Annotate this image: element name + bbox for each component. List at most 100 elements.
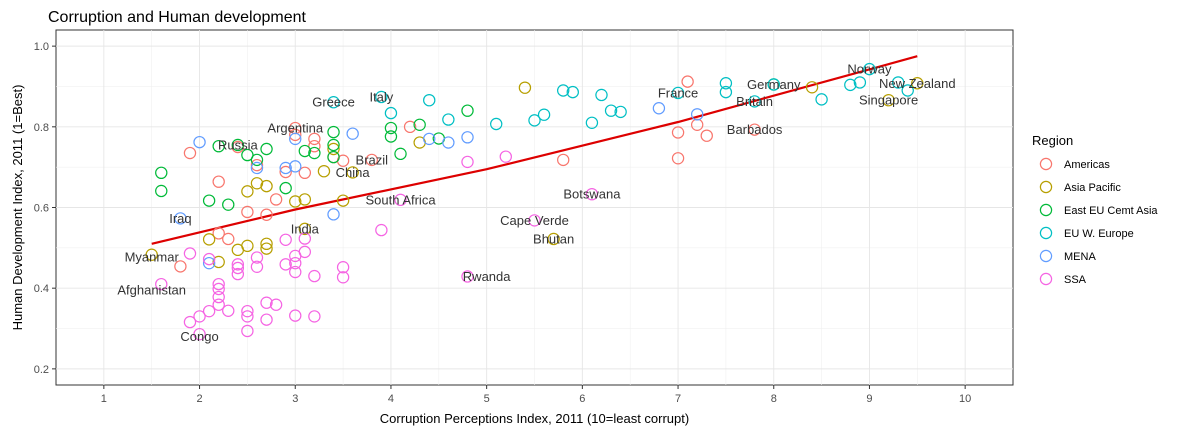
point-label: Cape Verde: [500, 213, 569, 228]
data-point: [241, 185, 254, 198]
x-tick-label: 6: [579, 393, 585, 405]
data-point: [652, 102, 666, 115]
data-point: [671, 126, 685, 139]
x-tick-label: 1: [101, 393, 107, 405]
data-point: [690, 118, 704, 132]
data-point: [336, 194, 350, 207]
data-point: [719, 85, 733, 99]
point-label: Germany: [747, 77, 801, 92]
data-point: [193, 327, 206, 341]
data-point: [241, 304, 254, 318]
x-axis: 1 2 3 4 5 6 7 8 9 10: [101, 385, 971, 405]
data-point: [604, 104, 618, 117]
data-point: [212, 255, 225, 269]
data-point: [174, 212, 187, 225]
data-point: [423, 132, 436, 146]
data-point: [279, 258, 292, 271]
data-point: [231, 258, 245, 271]
data-point: [413, 118, 426, 132]
data-point: [269, 298, 283, 311]
data-point: [518, 81, 532, 94]
data-point: [557, 84, 570, 97]
point-label: Myanmar: [125, 250, 180, 265]
data-point: [891, 76, 905, 89]
series-asia-pacific: [145, 77, 924, 269]
data-point: [212, 282, 225, 296]
data-point: [719, 77, 733, 90]
data-point: [250, 158, 264, 172]
data-point: [241, 310, 254, 323]
data-point: [537, 108, 551, 121]
data-point: [250, 153, 264, 167]
data-point: [585, 187, 599, 201]
point-label: New Zealand: [879, 76, 956, 91]
data-point: [490, 117, 503, 131]
data-point: [212, 290, 225, 304]
data-point: [461, 131, 474, 144]
chart-title: Corruption and Human development: [48, 9, 306, 26]
series-ssa: [155, 150, 599, 341]
data-point: [260, 179, 273, 193]
x-tick-label: 2: [196, 393, 202, 405]
x-tick-label: 7: [675, 393, 681, 405]
data-point: [901, 84, 914, 97]
data-point: [250, 177, 264, 190]
data-point: [298, 245, 312, 259]
y-axis: 0.2 0.4 0.6 0.8 1.0: [34, 41, 56, 376]
data-point: [241, 239, 254, 253]
data-point: [566, 85, 579, 99]
point-label: Greece: [312, 95, 355, 110]
data-point: [279, 161, 292, 175]
data-point: [882, 93, 895, 107]
data-point: [260, 296, 273, 309]
data-point: [911, 77, 924, 90]
data-point: [183, 247, 197, 260]
x-tick-label: 3: [292, 393, 298, 405]
data-point: [403, 120, 417, 134]
data-point: [681, 75, 694, 88]
point-labels: Congo Afghanistan Myanmar Iraq India Russia Ar…: [117, 62, 955, 344]
data-point: [767, 78, 780, 91]
data-point: [442, 136, 455, 149]
data-point: [327, 208, 340, 221]
data-point: [442, 113, 455, 126]
data-point: [327, 96, 340, 109]
point-label: Brazil: [356, 152, 389, 167]
point-label: Barbados: [727, 122, 783, 137]
y-axis-title: Human Development Index, 2011 (1=Best): [10, 85, 25, 331]
data-point: [260, 313, 273, 326]
legend-key: [1039, 226, 1053, 240]
y-tick-label: 0.8: [34, 122, 49, 134]
data-point: [202, 252, 216, 266]
data-point: [298, 166, 312, 180]
series-mena: [174, 102, 704, 270]
point-label: Singapore: [859, 93, 918, 108]
x-axis-title: Corruption Perceptions Index, 2011 (10=l…: [380, 411, 689, 426]
data-point: [499, 150, 512, 163]
data-point: [528, 114, 541, 127]
data-point: [336, 261, 350, 274]
y-tick-label: 0.6: [34, 203, 49, 215]
point-label: China: [336, 165, 371, 180]
data-point: [202, 256, 216, 270]
data-point: [863, 62, 876, 76]
data-point: [748, 123, 761, 136]
point-label: Norway: [847, 62, 892, 77]
point-label: Argentina: [267, 121, 323, 136]
data-point: [308, 132, 321, 146]
data-point: [461, 155, 474, 169]
x-tick-label: 5: [484, 393, 490, 405]
data-point: [298, 222, 312, 236]
data-point: [193, 135, 206, 149]
y-tick-label: 0.4: [34, 283, 49, 295]
data-point: [394, 147, 407, 161]
data-point: [289, 265, 302, 279]
y-tick-label: 1.0: [34, 41, 49, 53]
data-point: [222, 198, 235, 211]
data-point: [547, 232, 560, 246]
legend: Region Americas Asia Pacific East EU Cemt …: [1032, 133, 1158, 286]
data-point: [308, 310, 321, 323]
data-point: [289, 128, 302, 142]
data-point: [336, 271, 350, 284]
